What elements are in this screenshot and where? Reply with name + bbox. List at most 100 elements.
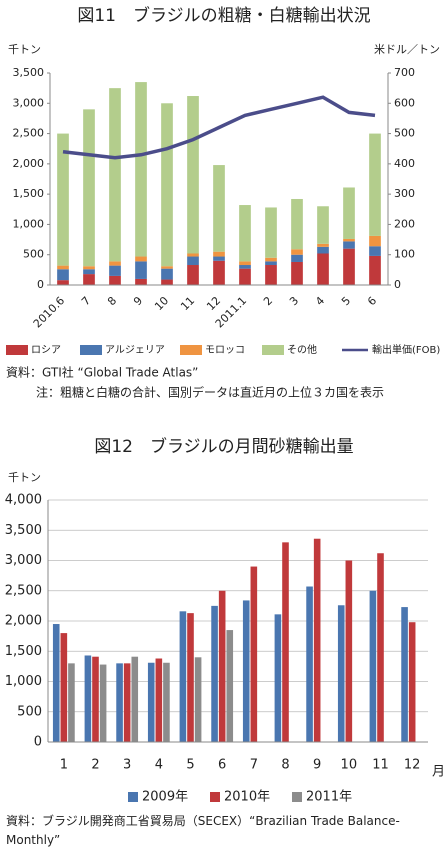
bar (92, 656, 99, 742)
bar (291, 198, 303, 250)
y2-unit: 米ドル／トン (374, 43, 440, 56)
x-tick-label: 5 (186, 758, 194, 773)
bar (179, 611, 187, 742)
y-tick-label: 500 (23, 248, 44, 261)
bar (99, 664, 107, 742)
bar (239, 268, 251, 285)
note: 注：粗糖と白糖の合計、国別データは直近月の上位３カ国を表示 (36, 385, 384, 400)
y-unit: 千トン (8, 43, 41, 56)
x-tick-label: 1 (60, 758, 68, 773)
bar (317, 253, 329, 285)
x-tick-label: 12 (204, 294, 223, 313)
bar (239, 205, 251, 262)
bar (135, 278, 147, 285)
x-tick-label: 2 (261, 294, 275, 308)
legend-label: モロッコ (205, 345, 245, 356)
y2-tick-label: 500 (394, 127, 415, 140)
bar (317, 246, 329, 254)
y-tick-label: 2,500 (5, 583, 42, 598)
bar (343, 248, 355, 285)
bar (109, 275, 121, 285)
x-tick-label: 10 (341, 758, 358, 773)
bar (135, 82, 147, 257)
bar (265, 257, 277, 262)
bar (187, 613, 194, 742)
y2-tick-label: 700 (394, 66, 415, 79)
source: 資料：ブラジル開発商工省貿易局（SECEX）“Brazilian Trade B… (6, 814, 400, 847)
legend-swatch (292, 792, 302, 802)
legend-label: 輸出単価(FOB) (372, 343, 440, 356)
bar (213, 251, 225, 257)
y2-tick-label: 100 (394, 248, 415, 261)
legend-swatch (262, 345, 284, 355)
y-tick-label: 0 (34, 735, 42, 750)
y2-tick-label: 300 (394, 187, 415, 200)
x-unit: 月 (432, 765, 445, 780)
bar (60, 633, 68, 742)
y-tick-label: 3,000 (13, 96, 45, 109)
x-tick-label: 7 (79, 294, 93, 308)
x-tick-label: 7 (250, 758, 258, 773)
bar (187, 96, 199, 254)
bar (123, 663, 131, 742)
bar (282, 542, 289, 742)
bar (313, 538, 321, 742)
source: 資料：GTI社 “Global Trade Atlas” (6, 365, 198, 380)
chart-title: 図12 ブラジルの月間砂糖輸出量 (94, 436, 353, 457)
bar (84, 655, 92, 742)
bar (265, 265, 277, 285)
legend-swatch (6, 345, 28, 355)
bar (213, 256, 225, 261)
bar (155, 658, 163, 742)
x-tick-label: 4 (155, 758, 163, 773)
bar (83, 266, 95, 270)
bar (408, 622, 416, 742)
bar (337, 605, 345, 742)
x-tick-label: 9 (313, 758, 321, 773)
bar (250, 566, 258, 742)
bar (57, 280, 69, 285)
bar (265, 207, 277, 258)
bar (163, 662, 170, 742)
bar (83, 109, 95, 267)
bar (401, 607, 408, 742)
legend-label: その他 (287, 343, 317, 356)
bar (291, 261, 303, 285)
bar (187, 265, 199, 285)
bar (83, 274, 95, 285)
bar (161, 266, 173, 269)
bar (211, 605, 218, 742)
legend-label: 2009年 (142, 790, 188, 805)
bar (226, 630, 234, 742)
x-tick-label: 10 (152, 294, 171, 313)
bar (52, 624, 60, 742)
x-tick-label: 9 (131, 294, 145, 308)
bar (109, 88, 121, 262)
x-tick-label: 11 (178, 294, 197, 313)
bar (213, 260, 225, 285)
bar (194, 657, 202, 742)
bar (57, 133, 69, 266)
bar (135, 256, 147, 262)
bar (369, 235, 381, 247)
y-tick-label: 1,500 (13, 187, 45, 200)
bar (187, 256, 199, 266)
bar (57, 269, 69, 281)
bar (57, 265, 69, 270)
y-tick-label: 500 (17, 704, 42, 719)
y-tick-label: 1,500 (5, 644, 42, 659)
legend-label: ロシア (31, 345, 61, 356)
legend-swatch (80, 345, 102, 355)
y-tick-label: 3,500 (5, 523, 42, 538)
x-tick-label: 5 (339, 294, 353, 308)
bar (317, 206, 329, 244)
x-tick-label: 11 (372, 758, 389, 773)
bar (291, 249, 303, 255)
bar (242, 600, 250, 742)
bar (161, 268, 173, 280)
bar (239, 261, 251, 266)
bar (116, 663, 123, 742)
y-tick-label: 1,000 (13, 217, 45, 230)
bar (345, 560, 353, 742)
